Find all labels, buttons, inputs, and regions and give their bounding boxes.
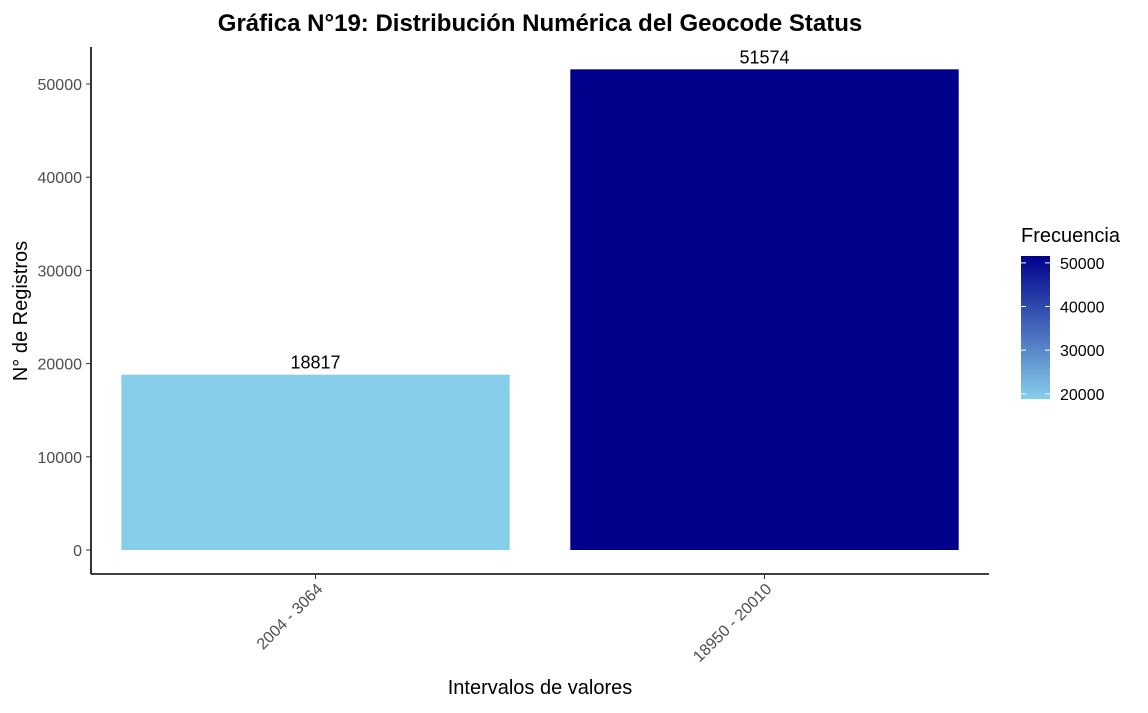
x-axis-ticks: 2004 - 3064 18950 - 20010 [254,574,775,666]
legend-colorbar [1021,256,1050,399]
y-axis-ticks: 0 10000 20000 30000 40000 50000 [38,77,91,560]
y-tick-label: 40000 [38,170,83,187]
legend-tick-label: 30000 [1060,343,1105,360]
bar-data-label: 51574 [739,47,789,67]
x-tick-label: 2004 - 3064 [254,581,326,653]
y-tick-label: 20000 [38,357,83,374]
bar [121,374,510,550]
y-tick-label: 30000 [38,263,83,280]
bar-data-label: 18817 [290,353,340,373]
bar-labels-group: 18817 51574 [290,47,789,372]
y-tick-label: 50000 [38,77,83,94]
legend-tick-label: 50000 [1060,256,1105,273]
legend-ticks: 20000 30000 40000 50000 [1021,256,1105,404]
bar [570,69,959,550]
x-tick-label: 18950 - 20010 [690,581,775,666]
x-axis-title: Intervalos de valores [448,677,633,699]
legend-title: Frecuencia [1021,225,1121,247]
legend-tick-label: 20000 [1060,387,1105,404]
legend: Frecuencia 20000 30000 40000 50000 [1021,225,1121,404]
y-tick-label: 0 [73,543,82,560]
bars-group [121,69,959,550]
y-axis-title: N° de Registros [10,241,32,381]
y-tick-label: 10000 [38,450,83,467]
legend-tick-label: 40000 [1060,300,1105,317]
chart-title: Gráfica N°19: Distribución Numérica del … [218,10,862,37]
